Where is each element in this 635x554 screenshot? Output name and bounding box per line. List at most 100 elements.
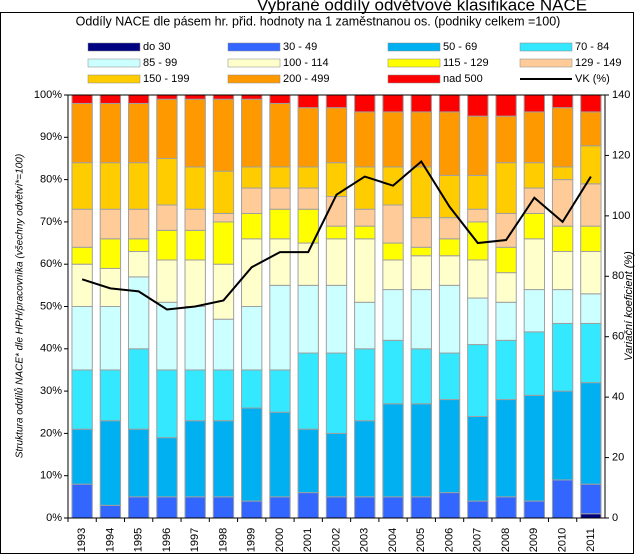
bar-segment: [438, 255, 461, 286]
bar-segment: [382, 496, 404, 519]
bar-segment: [269, 411, 291, 498]
bar-segment: [212, 420, 235, 498]
bar-segment: [580, 293, 602, 324]
y2-tick-label: 20: [612, 451, 624, 463]
bar-segment: [127, 276, 150, 350]
bar-segment: [325, 284, 348, 354]
bar-segment: [495, 301, 517, 341]
bar-segment: [551, 94, 574, 109]
bar-segment: [156, 229, 178, 261]
bar-segment: [127, 496, 150, 519]
bar-segment: [523, 500, 546, 519]
bar-segment: [354, 208, 376, 227]
bar-segment: [241, 94, 263, 100]
bar-segment: [580, 322, 602, 384]
y2-tick-label: 100: [612, 210, 630, 222]
bar-segment: [551, 107, 574, 168]
bar-segment: [580, 382, 602, 485]
bar-segment: [297, 352, 319, 430]
bar-segment: [269, 102, 291, 168]
bar-segment: [495, 246, 517, 274]
bar-segment: [156, 98, 178, 159]
bar-segment: [71, 208, 93, 248]
bar-segment: [156, 157, 178, 206]
y-axis-title: Struktura oddílů NACE* dle HPH/pracovník…: [14, 154, 26, 458]
bar-segment: [551, 166, 574, 181]
bar-segment: [127, 208, 150, 240]
bar-segment: [438, 111, 461, 176]
bar-segment: [127, 162, 150, 210]
bar-segment: [269, 496, 291, 519]
bar-segment: [241, 98, 263, 168]
vk-line: [81, 159, 592, 311]
bar-segment: [382, 204, 404, 244]
bar-segment: [297, 242, 319, 286]
bar-segment: [241, 500, 263, 519]
legend-label: nad 500: [443, 73, 483, 85]
bar-segment: [297, 492, 319, 519]
legend-label: VK (%): [575, 73, 610, 85]
bar-segment: [410, 289, 432, 350]
bar-segment: [297, 166, 319, 189]
bar-segment: [297, 284, 319, 354]
legend-label: 85 - 99: [143, 57, 177, 69]
bar-segment: [212, 496, 235, 519]
bar-segment: [212, 98, 235, 172]
legend-swatch: [519, 58, 573, 68]
bar-segment: [184, 229, 206, 261]
bar-segment: [325, 238, 348, 286]
bar-segment: [467, 94, 489, 117]
bar-segment: [156, 496, 178, 519]
bar-segment: [354, 225, 376, 240]
y-tick-label: 10%: [40, 470, 62, 482]
bar-segment: [410, 217, 432, 248]
bar-segment: [523, 238, 546, 291]
x-tick-label: 1995: [133, 528, 145, 552]
bar-segment: [71, 428, 93, 485]
legend-swatch: [519, 42, 573, 52]
bar-segment: [156, 369, 178, 439]
bar-segment: [99, 102, 122, 164]
bar-segment: [382, 259, 404, 291]
bar-segment: [410, 111, 432, 168]
bar-segment: [156, 301, 178, 371]
legend-label: 70 - 84: [575, 41, 609, 53]
y-tick-label: 50%: [40, 300, 62, 312]
bar-segment: [495, 94, 517, 117]
bar-segment: [438, 238, 461, 257]
bar-segment: [99, 208, 122, 240]
legend-swatch: [387, 42, 441, 52]
legend-swatch: [227, 58, 281, 68]
bar-segment: [354, 348, 376, 422]
legend-swatch: [87, 58, 141, 68]
bar-segment: [156, 259, 178, 303]
x-tick-label: 1994: [104, 528, 116, 552]
bar-segment: [354, 496, 376, 519]
bar-segment: [580, 251, 602, 295]
x-tick-label: 2008: [500, 528, 512, 552]
bar-segment: [354, 94, 376, 113]
bar-segment: [523, 162, 546, 189]
bar-segment: [382, 94, 404, 113]
bar-segment: [467, 259, 489, 299]
bar-segment: [495, 162, 517, 214]
bar-segment: [156, 437, 178, 498]
legend-swatch: [387, 74, 441, 84]
bar-segment: [580, 111, 602, 147]
bar-segment: [269, 369, 291, 413]
x-tick-label: 1993: [76, 528, 88, 552]
chart-subtitle: Oddíly NACE dle pásem hr. přid. hodnoty …: [76, 14, 561, 28]
bar-segment: [297, 107, 319, 168]
bar-segment: [212, 212, 235, 223]
bar-segment: [438, 492, 461, 519]
bar-segment: [325, 107, 348, 164]
bar-segment: [325, 432, 348, 498]
bar-segment: [438, 217, 461, 240]
bar-segment: [184, 259, 206, 307]
bar-segment: [71, 102, 93, 164]
x-tick-label: 2004: [387, 528, 399, 552]
bar-segment: [71, 369, 93, 430]
bar-segment: [495, 496, 517, 519]
bar-segment: [467, 174, 489, 210]
x-tick-label: 2010: [557, 528, 569, 552]
